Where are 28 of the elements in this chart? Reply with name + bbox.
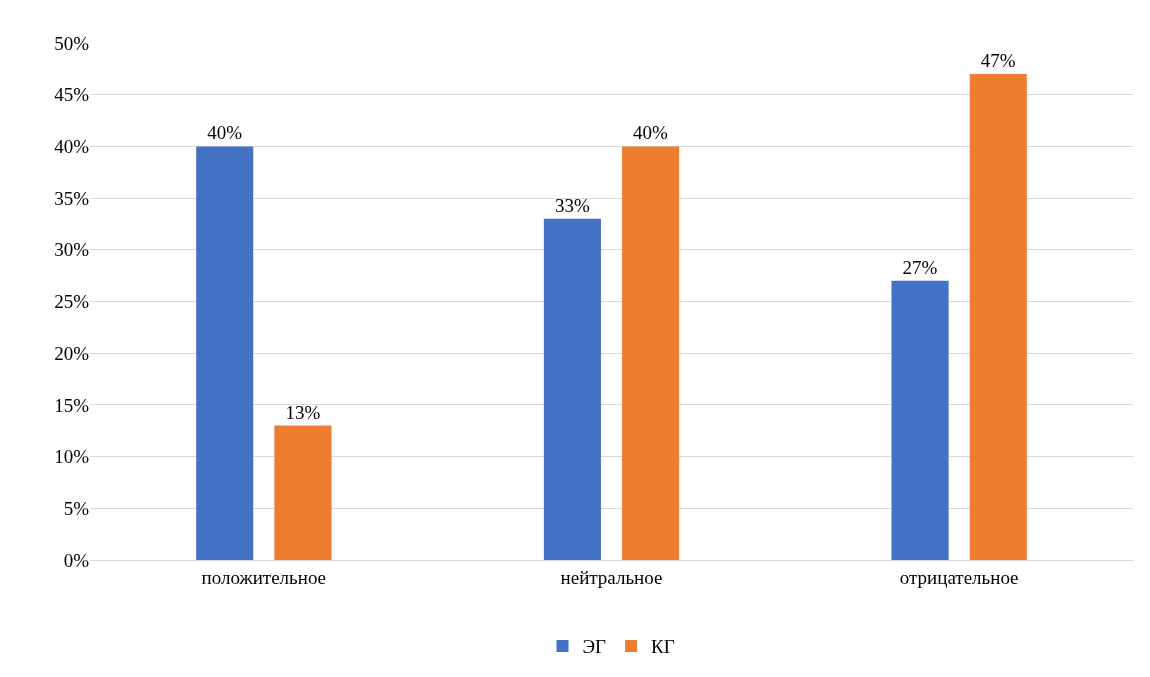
bar bbox=[543, 218, 601, 560]
legend-label: ЭГ bbox=[582, 636, 607, 658]
data-label: 40% bbox=[633, 122, 669, 144]
y-tick-label: 35% bbox=[54, 187, 90, 209]
y-tick-label: 50% bbox=[54, 32, 90, 54]
y-tick-label: 25% bbox=[54, 291, 90, 313]
bar bbox=[274, 425, 332, 560]
data-label: 27% bbox=[902, 256, 938, 278]
y-tick-label: 5% bbox=[63, 497, 90, 519]
y-tick-label: 0% bbox=[63, 549, 90, 571]
y-tick-label: 40% bbox=[54, 136, 90, 158]
data-label: 13% bbox=[285, 401, 321, 423]
data-label: 40% bbox=[207, 122, 243, 144]
bar bbox=[622, 146, 680, 560]
bar bbox=[891, 280, 949, 560]
x-tick-label: положительное bbox=[201, 566, 327, 588]
y-tick-label: 15% bbox=[54, 394, 90, 416]
y-tick-label: 45% bbox=[54, 84, 90, 106]
x-tick-label: нейтральное bbox=[560, 566, 663, 588]
x-tick-label: отрицательное bbox=[899, 566, 1019, 588]
legend-label: КГ bbox=[651, 636, 675, 658]
data-label: 33% bbox=[554, 194, 590, 216]
bar bbox=[196, 146, 254, 560]
y-tick-label: 20% bbox=[54, 342, 90, 364]
y-tick-label: 10% bbox=[54, 446, 90, 468]
data-label: 47% bbox=[980, 50, 1016, 72]
y-tick-label: 30% bbox=[54, 239, 90, 261]
bar bbox=[969, 74, 1027, 560]
